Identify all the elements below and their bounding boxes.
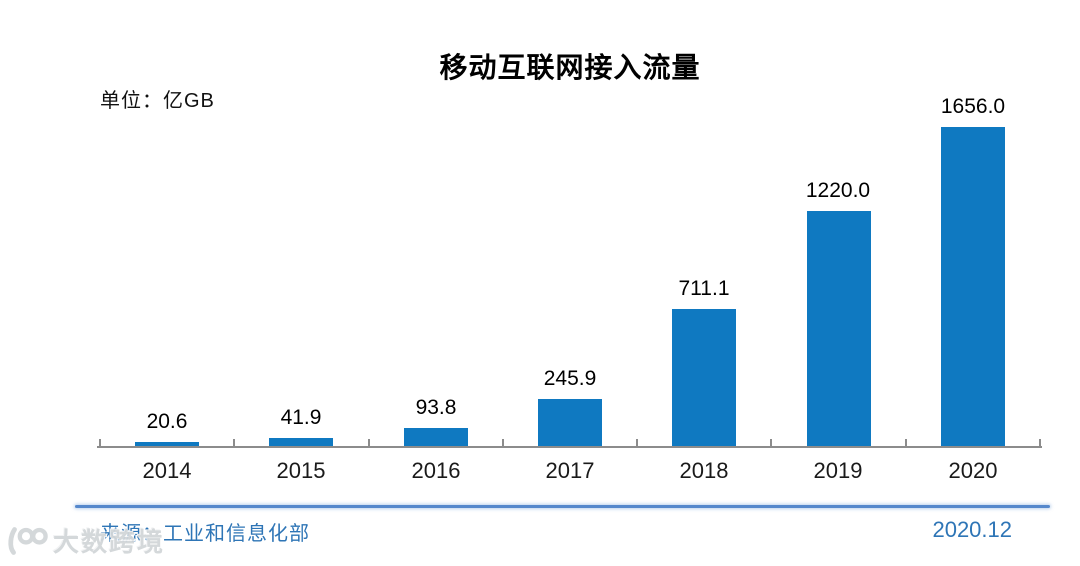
x-tick-label-2014: 2014 bbox=[142, 458, 192, 483]
x-axis-tick bbox=[502, 439, 504, 446]
bar-2015 bbox=[269, 438, 333, 446]
x-axis-tick bbox=[770, 439, 772, 446]
x-axis-labels: 2014 2015 2016 2017 2018 2019 2020 bbox=[100, 458, 1040, 488]
value-label-2016: 93.8 bbox=[415, 396, 457, 419]
x-tick-label-2015: 2015 bbox=[276, 458, 326, 483]
x-axis-tick bbox=[233, 439, 235, 446]
bar-2016 bbox=[404, 428, 468, 446]
x-tick-label-2018: 2018 bbox=[679, 458, 729, 483]
bar-2017 bbox=[538, 399, 602, 446]
bar-2014 bbox=[135, 442, 199, 446]
x-axis-line bbox=[97, 446, 1042, 448]
x-tick-label-2017: 2017 bbox=[545, 458, 595, 483]
footer-divider bbox=[75, 505, 1050, 508]
source-label: 来源：工业和信息化部 bbox=[100, 523, 310, 545]
watermark-100-logo bbox=[8, 526, 48, 555]
watermark-text: 大数跨境 bbox=[53, 527, 166, 557]
x-tick-label-2020: 2020 bbox=[948, 458, 998, 483]
bar-chart-plot: 20.6 41.9 93.8 245.9 711.1 1220.0 1656.0 bbox=[97, 0, 1042, 448]
bar-2019 bbox=[807, 211, 871, 446]
x-tick-label-2016: 2016 bbox=[411, 458, 461, 483]
value-label-2014: 20.6 bbox=[146, 410, 188, 433]
value-label-2020: 1656.0 bbox=[940, 95, 1006, 118]
bar-2018 bbox=[672, 309, 736, 446]
report-date: 2020.12 bbox=[932, 517, 1012, 542]
x-axis-tick bbox=[99, 439, 101, 446]
x-axis-tick bbox=[368, 439, 370, 446]
unit-label: 单位：亿GB bbox=[100, 90, 215, 112]
value-label-2017: 245.9 bbox=[543, 367, 597, 390]
value-label-2019: 1220.0 bbox=[805, 179, 871, 202]
x-axis-tick bbox=[905, 439, 907, 446]
watermark: 大数跨境 bbox=[4, 522, 165, 559]
value-label-2015: 41.9 bbox=[280, 406, 322, 429]
x-tick-label-2019: 2019 bbox=[813, 458, 863, 483]
value-label-2018: 711.1 bbox=[678, 277, 730, 300]
chart-title: 移动互联网接入流量 bbox=[439, 52, 701, 83]
bar-2020 bbox=[941, 127, 1005, 446]
x-axis-tick bbox=[636, 439, 638, 446]
x-axis-tick bbox=[1039, 439, 1041, 446]
